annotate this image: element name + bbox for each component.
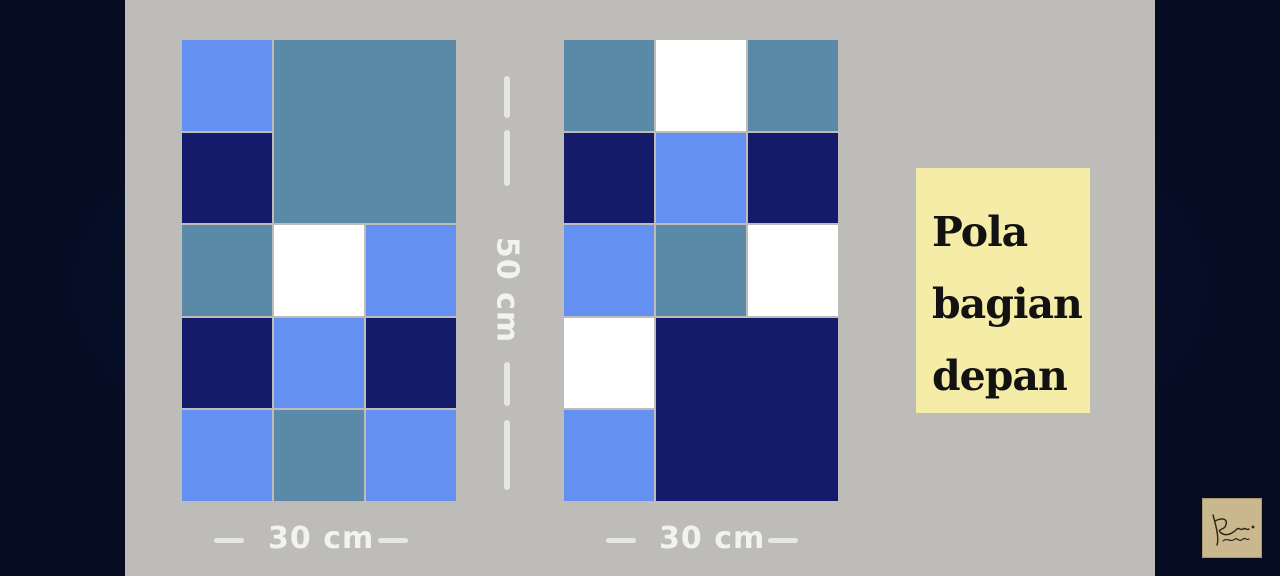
height-dimension-line bbox=[504, 362, 510, 406]
width-dimension-label-left: 30 cm bbox=[268, 521, 375, 556]
pattern-tile bbox=[656, 132, 746, 224]
pattern-right bbox=[564, 40, 840, 503]
pattern-tile bbox=[748, 225, 838, 316]
width-dimension-label-right: 30 cm bbox=[659, 521, 766, 556]
signature-logo-icon bbox=[1202, 498, 1262, 558]
pattern-tile bbox=[564, 225, 654, 316]
pattern-tile bbox=[564, 410, 654, 501]
pattern-tile bbox=[274, 410, 364, 501]
pattern-tile bbox=[564, 40, 654, 131]
pattern-tile bbox=[274, 225, 364, 316]
note-text: Pola bagian depan bbox=[932, 196, 1090, 412]
pattern-tile bbox=[564, 132, 654, 224]
pattern-tile bbox=[182, 410, 272, 501]
height-dimension-label: 50 cm bbox=[489, 236, 525, 344]
note-line-1: Pola bbox=[932, 208, 1028, 256]
pattern-tile bbox=[182, 40, 272, 131]
note-line-3: depan bbox=[932, 352, 1068, 400]
height-dimension-line bbox=[504, 420, 510, 490]
pattern-left bbox=[182, 40, 458, 503]
pattern-tile bbox=[656, 317, 838, 501]
height-dimension-line bbox=[504, 76, 510, 118]
pattern-tile bbox=[274, 40, 456, 224]
pattern-tile bbox=[182, 132, 272, 224]
pattern-tile bbox=[182, 225, 272, 316]
width-dimension-line bbox=[606, 538, 636, 543]
pattern-tile bbox=[274, 317, 364, 409]
width-dimension-line bbox=[768, 538, 798, 543]
pattern-tile bbox=[366, 225, 456, 316]
pattern-tile bbox=[748, 40, 838, 131]
pattern-tile bbox=[564, 317, 654, 409]
sticky-note: Pola bagian depan bbox=[916, 168, 1090, 413]
pattern-tile bbox=[656, 225, 746, 316]
pattern-tile bbox=[656, 40, 746, 131]
width-dimension-line bbox=[214, 538, 244, 543]
pattern-tile bbox=[366, 410, 456, 501]
width-dimension-line bbox=[378, 538, 408, 543]
pattern-tile bbox=[366, 317, 456, 409]
note-line-2: bagian bbox=[932, 280, 1083, 328]
height-dimension-line bbox=[504, 130, 510, 186]
pattern-tile bbox=[748, 132, 838, 224]
pattern-tile bbox=[182, 317, 272, 409]
